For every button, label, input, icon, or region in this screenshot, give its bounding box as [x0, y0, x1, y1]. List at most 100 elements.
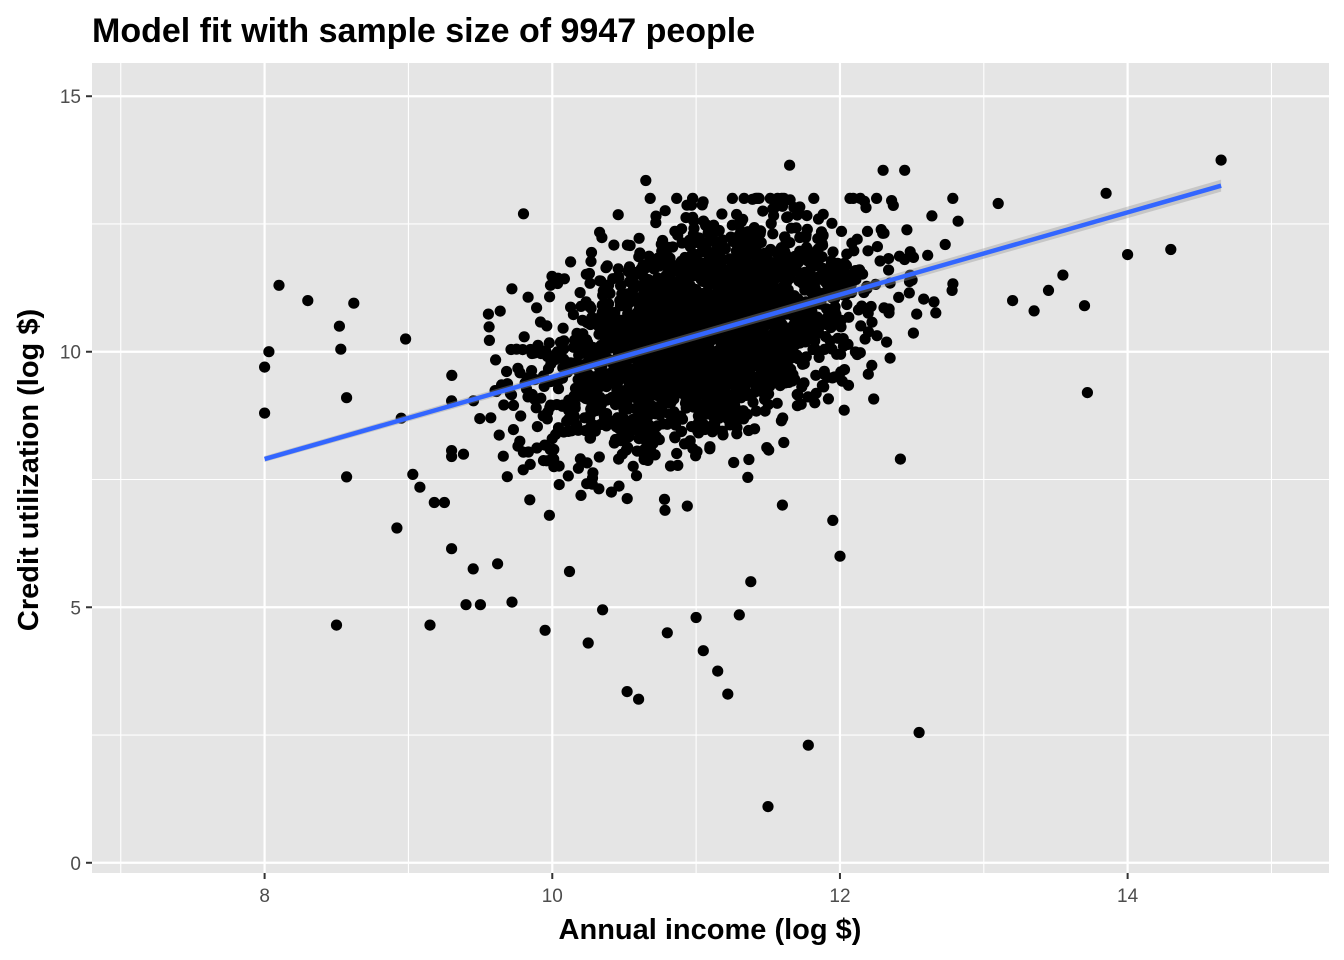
data-point — [687, 443, 699, 455]
data-point — [562, 425, 574, 437]
data-point — [341, 471, 353, 483]
data-point — [806, 305, 818, 317]
data-point — [740, 389, 752, 401]
data-point — [775, 271, 787, 283]
data-point — [617, 298, 629, 310]
data-point — [838, 404, 850, 416]
data-point — [543, 509, 556, 521]
data-point — [792, 206, 804, 218]
data-point — [1042, 284, 1055, 296]
data-point — [1081, 387, 1093, 399]
data-point — [717, 409, 730, 421]
data-point — [687, 192, 699, 204]
data-point — [802, 739, 814, 751]
data-point — [618, 338, 630, 350]
data-point — [515, 410, 527, 422]
data-point — [544, 401, 556, 413]
data-point — [674, 357, 686, 369]
data-point — [651, 366, 664, 378]
y-tick-label: 5 — [70, 598, 81, 619]
data-point — [414, 481, 426, 493]
data-point — [594, 275, 606, 287]
data-point — [558, 335, 570, 347]
data-point — [335, 343, 347, 355]
x-tick-label: 14 — [1117, 886, 1139, 907]
data-point — [647, 283, 659, 296]
data-point — [862, 326, 875, 338]
data-point — [572, 462, 585, 474]
data-point — [612, 270, 624, 282]
data-point — [302, 295, 314, 307]
data-point — [512, 440, 524, 452]
data-point — [781, 211, 793, 224]
data-point — [518, 331, 530, 343]
data-point — [687, 251, 699, 263]
data-point — [775, 317, 787, 330]
data-point — [700, 219, 712, 231]
data-point — [851, 233, 863, 245]
data-point — [590, 379, 603, 391]
data-point — [594, 403, 606, 415]
data-point — [862, 368, 874, 380]
data-point — [613, 453, 625, 465]
data-point — [771, 397, 783, 409]
data-point — [768, 301, 781, 313]
data-point — [688, 401, 700, 413]
data-point — [775, 415, 788, 427]
data-point — [703, 235, 715, 247]
data-point — [544, 279, 557, 291]
data-point — [809, 343, 821, 355]
data-point — [759, 393, 771, 405]
data-point — [1028, 305, 1040, 317]
data-point — [862, 245, 874, 257]
data-point — [733, 609, 745, 621]
data-point — [816, 251, 828, 263]
data-point — [593, 483, 605, 495]
data-point — [750, 405, 762, 417]
data-point — [634, 384, 646, 396]
data-point — [438, 496, 450, 509]
data-point — [642, 261, 655, 273]
data-point — [726, 219, 738, 231]
data-point — [666, 391, 679, 403]
data-point — [884, 352, 896, 364]
data-point — [862, 307, 874, 319]
data-point — [642, 274, 655, 286]
data-point — [795, 398, 807, 410]
data-point — [457, 448, 470, 460]
y-tick-label: 0 — [70, 854, 81, 875]
data-point — [688, 266, 700, 278]
data-point — [761, 442, 773, 454]
data-point — [565, 256, 577, 268]
data-point — [838, 364, 851, 376]
data-point — [894, 453, 907, 465]
x-tick-label: 12 — [829, 886, 850, 907]
data-point — [686, 421, 698, 433]
data-point — [877, 164, 889, 176]
data-point — [784, 272, 796, 284]
data-point — [845, 278, 857, 290]
data-point — [659, 504, 671, 516]
data-point — [800, 229, 812, 241]
data-point — [567, 309, 580, 321]
data-point — [653, 253, 665, 265]
data-point — [613, 480, 625, 492]
data-point — [683, 313, 695, 325]
data-point — [835, 225, 848, 237]
data-point — [640, 174, 652, 187]
data-point — [644, 307, 656, 319]
data-point — [650, 431, 662, 443]
data-point — [753, 192, 765, 204]
data-point — [731, 208, 743, 221]
data-point — [612, 209, 624, 221]
data-point — [658, 493, 671, 505]
data-point — [810, 369, 822, 381]
data-point — [755, 333, 768, 345]
data-point — [798, 377, 810, 389]
data-point — [871, 241, 884, 253]
data-point — [669, 225, 681, 237]
trend-line-group — [263, 179, 1222, 463]
data-point — [709, 278, 721, 290]
data-point — [671, 192, 683, 204]
data-point — [460, 599, 472, 611]
